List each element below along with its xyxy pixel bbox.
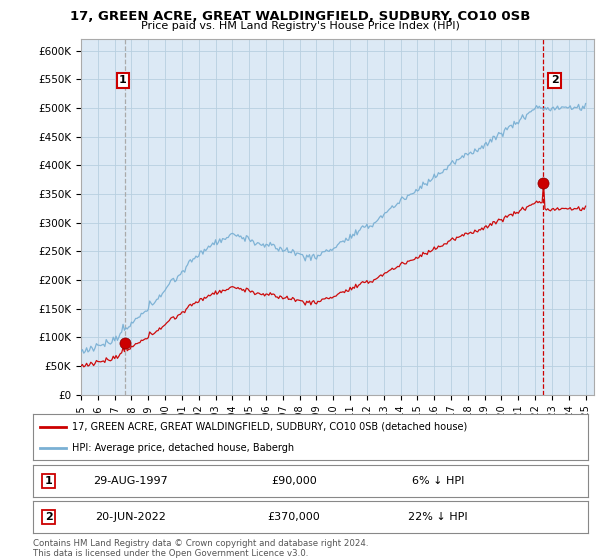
Text: 2: 2 <box>44 512 52 522</box>
Text: 22% ↓ HPI: 22% ↓ HPI <box>409 512 468 522</box>
Text: 6% ↓ HPI: 6% ↓ HPI <box>412 476 464 486</box>
Text: Price paid vs. HM Land Registry's House Price Index (HPI): Price paid vs. HM Land Registry's House … <box>140 21 460 31</box>
Text: HPI: Average price, detached house, Babergh: HPI: Average price, detached house, Babe… <box>72 443 294 453</box>
Text: £90,000: £90,000 <box>271 476 317 486</box>
Text: 2: 2 <box>551 76 559 86</box>
Text: Contains HM Land Registry data © Crown copyright and database right 2024.
This d: Contains HM Land Registry data © Crown c… <box>33 539 368 558</box>
Text: 29-AUG-1997: 29-AUG-1997 <box>93 476 167 486</box>
Text: 17, GREEN ACRE, GREAT WALDINGFIELD, SUDBURY, CO10 0SB (detached house): 17, GREEN ACRE, GREAT WALDINGFIELD, SUDB… <box>72 422 467 432</box>
Text: £370,000: £370,000 <box>268 512 320 522</box>
Text: 17, GREEN ACRE, GREAT WALDINGFIELD, SUDBURY, CO10 0SB: 17, GREEN ACRE, GREAT WALDINGFIELD, SUDB… <box>70 10 530 23</box>
Text: 1: 1 <box>44 476 52 486</box>
Text: 20-JUN-2022: 20-JUN-2022 <box>95 512 166 522</box>
Text: 1: 1 <box>119 76 127 86</box>
